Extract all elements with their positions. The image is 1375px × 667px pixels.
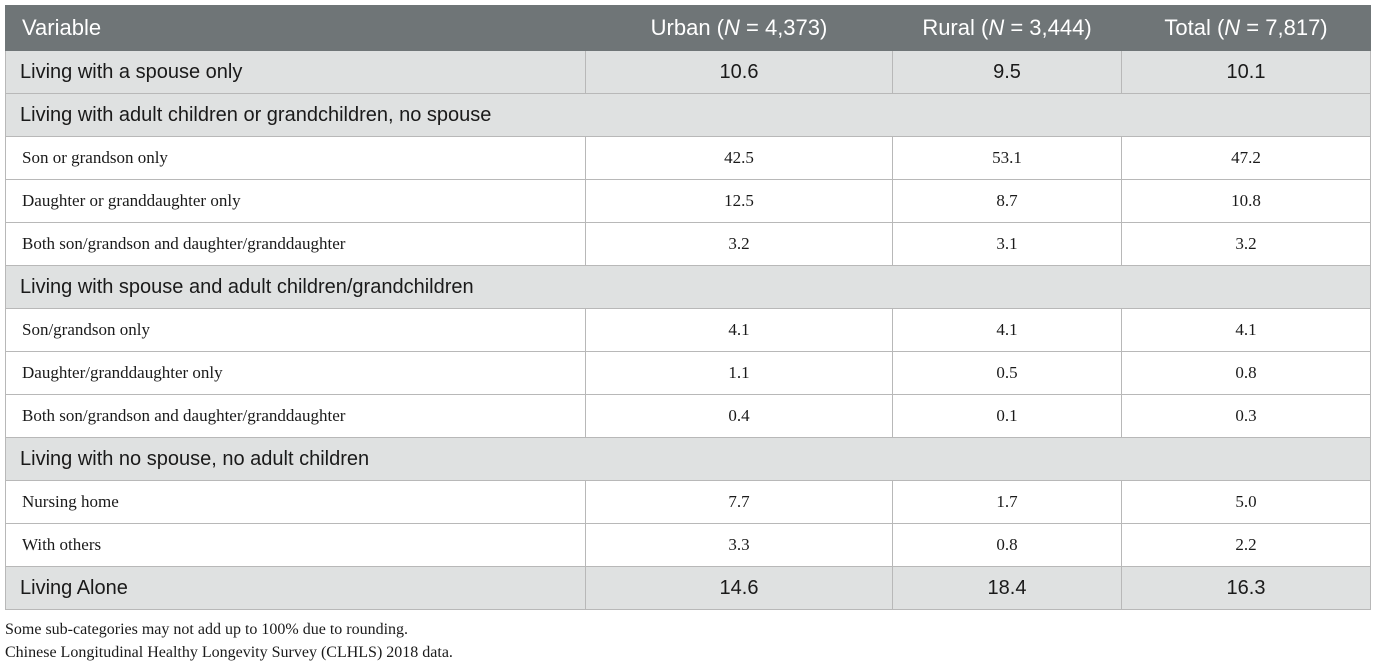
total-value: 0.8 [1121, 351, 1371, 395]
header-rural: Rural (N = 3,444) [892, 5, 1122, 51]
data-table: Variable Urban (N = 4,373) Rural (N = 3,… [5, 5, 1371, 610]
row-label: Nursing home [5, 480, 586, 524]
category-heading: Living with adult children or grandchild… [5, 93, 1371, 137]
rural-value: 0.1 [892, 394, 1122, 438]
total-value: 10.8 [1121, 179, 1371, 223]
footnote-source: Chinese Longitudinal Healthy Longevity S… [5, 644, 453, 661]
header-urban-prefix: Urban ( [650, 15, 724, 40]
row-label: Living Alone [5, 566, 586, 610]
total-value: 5.0 [1121, 480, 1371, 524]
table-row-category: Living with a spouse only 10.6 9.5 10.1 [5, 50, 1371, 94]
rural-value: 8.7 [892, 179, 1122, 223]
table-row: Daughter/granddaughter only 1.1 0.5 0.8 [5, 351, 1371, 395]
row-label: Living with a spouse only [5, 50, 586, 94]
row-label: Both son/grandson and daughter/granddaug… [5, 394, 586, 438]
rural-value: 3.1 [892, 222, 1122, 266]
category-heading: Living with no spouse, no adult children [5, 437, 1371, 481]
rural-value: 4.1 [892, 308, 1122, 352]
table-row-category: Living Alone 14.6 18.4 16.3 [5, 566, 1371, 610]
header-rural-prefix: Rural ( [922, 15, 989, 40]
rural-value: 0.8 [892, 523, 1122, 567]
table-row: Both son/grandson and daughter/granddaug… [5, 394, 1371, 438]
header-urban-suffix: = 4,373) [739, 15, 828, 40]
total-value: 16.3 [1121, 566, 1371, 610]
table-header: Variable Urban (N = 4,373) Rural (N = 3,… [5, 5, 1371, 51]
table-row: Both son/grandson and daughter/granddaug… [5, 222, 1371, 266]
row-label: Daughter or granddaughter only [5, 179, 586, 223]
table-row: Son/grandson only 4.1 4.1 4.1 [5, 308, 1371, 352]
table-row-category: Living with adult children or grandchild… [5, 93, 1371, 137]
urban-value: 3.3 [585, 523, 893, 567]
urban-value: 0.4 [585, 394, 893, 438]
total-value: 0.3 [1121, 394, 1371, 438]
header-row: Variable Urban (N = 4,373) Rural (N = 3,… [5, 5, 1371, 51]
urban-value: 7.7 [585, 480, 893, 524]
table-notes: Some sub-categories may not add up to 10… [5, 618, 453, 664]
urban-value: 10.6 [585, 50, 893, 94]
table-row: Nursing home 7.7 1.7 5.0 [5, 480, 1371, 524]
urban-value: 1.1 [585, 351, 893, 395]
category-heading: Living with spouse and adult children/gr… [5, 265, 1371, 309]
total-value: 47.2 [1121, 136, 1371, 180]
urban-value: 3.2 [585, 222, 893, 266]
header-urban-n: N [724, 15, 740, 40]
rural-value: 1.7 [892, 480, 1122, 524]
header-total: Total (N = 7,817) [1121, 5, 1371, 51]
total-value: 4.1 [1121, 308, 1371, 352]
urban-value: 12.5 [585, 179, 893, 223]
header-rural-suffix: = 3,444) [1004, 15, 1092, 40]
rural-value: 53.1 [892, 136, 1122, 180]
total-value: 2.2 [1121, 523, 1371, 567]
rural-value: 0.5 [892, 351, 1122, 395]
header-total-n: N [1224, 15, 1241, 40]
row-label: Daughter/granddaughter only [5, 351, 586, 395]
total-value: 10.1 [1121, 50, 1371, 94]
table-row: Daughter or granddaughter only 12.5 8.7 … [5, 179, 1371, 223]
row-label: Son or grandson only [5, 136, 586, 180]
table-row: Son or grandson only 42.5 53.1 47.2 [5, 136, 1371, 180]
table-row: With others 3.3 0.8 2.2 [5, 523, 1371, 567]
row-label: With others [5, 523, 586, 567]
table-row-category: Living with spouse and adult children/gr… [5, 265, 1371, 309]
rural-value: 9.5 [892, 50, 1122, 94]
header-variable: Variable [5, 5, 586, 51]
rural-value: 18.4 [892, 566, 1122, 610]
header-total-suffix: = 7,817) [1240, 15, 1328, 40]
table-row-category: Living with no spouse, no adult children [5, 437, 1371, 481]
living-arrangements-table: Variable Urban (N = 4,373) Rural (N = 3,… [5, 5, 1371, 610]
footnote-rounding: Some sub-categories may not add up to 10… [5, 621, 409, 638]
row-label: Both son/grandson and daughter/granddaug… [5, 222, 586, 266]
total-value: 3.2 [1121, 222, 1371, 266]
header-urban: Urban (N = 4,373) [585, 5, 893, 51]
urban-value: 14.6 [585, 566, 893, 610]
urban-value: 4.1 [585, 308, 893, 352]
header-rural-n: N [988, 15, 1005, 40]
row-label: Son/grandson only [5, 308, 586, 352]
urban-value: 42.5 [585, 136, 893, 180]
header-total-prefix: Total ( [1164, 15, 1225, 40]
table-body: Living with a spouse only 10.6 9.5 10.1 … [5, 50, 1371, 610]
